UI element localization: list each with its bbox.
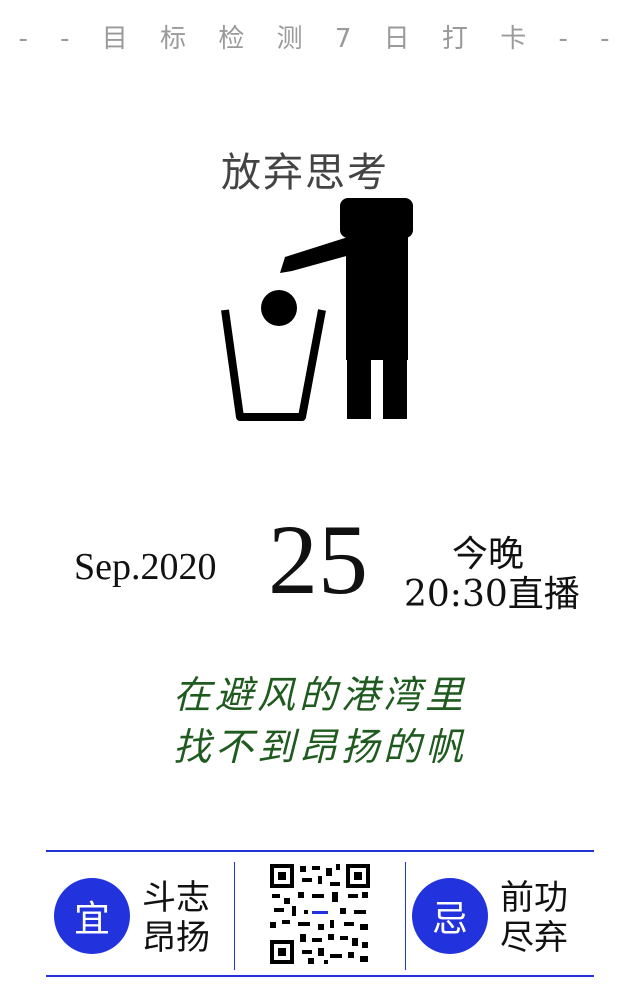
- good-text: 斗志 昂扬: [142, 878, 210, 958]
- good-line-2: 昂扬: [142, 918, 210, 958]
- person-throwing-ball-in-trash-icon: [221, 198, 413, 421]
- header-title: - - 目 标 检 测 7 日 打 卡 - -: [18, 24, 622, 54]
- quote-line-2: 找不到昂扬的帆: [172, 725, 467, 769]
- bad-text: 前功 尽弃: [500, 878, 568, 958]
- good-line-1: 斗志: [142, 878, 210, 918]
- bad-line-2: 尽弃: [500, 918, 568, 958]
- footer-top-rule: [46, 850, 594, 852]
- live-label: 今晚: [452, 534, 525, 575]
- divider-right: [405, 862, 406, 970]
- day-number: 25: [268, 504, 368, 615]
- quote-line-1: 在避风的港湾里: [172, 673, 467, 717]
- illustration-caption: 放弃思考: [221, 150, 389, 196]
- divider-left: [234, 862, 235, 970]
- illustration: [140, 125, 500, 475]
- qr-code: [268, 862, 372, 966]
- bad-badge: 忌: [412, 878, 488, 954]
- good-badge: 宜: [54, 878, 130, 954]
- qr-code-icon: [268, 862, 372, 966]
- live-time: 20:30直播: [404, 574, 580, 615]
- footer-bottom-rule: [46, 975, 594, 977]
- month-year: Sep.2020: [74, 546, 217, 588]
- bad-line-1: 前功: [500, 878, 568, 918]
